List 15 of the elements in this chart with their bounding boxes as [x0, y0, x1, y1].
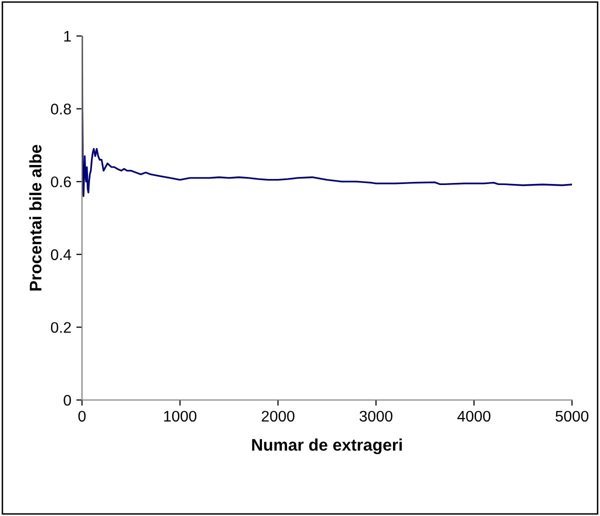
line-series [82, 36, 572, 197]
x-tick-label: 4000 [457, 410, 490, 422]
y-tick-label: 1 [64, 31, 71, 42]
y-tick-label: 0.2 [50, 322, 71, 333]
x-tick-label: 3000 [360, 410, 392, 422]
y-axis-title: Procentai bile albe [29, 144, 42, 291]
x-tick-label: 0 [78, 410, 86, 422]
y-tick-label: 0 [64, 394, 71, 406]
x-tick-label: 1000 [164, 410, 196, 422]
x-tick-label: 5000 [556, 410, 588, 422]
x-tick-label: 2000 [262, 410, 294, 422]
x-axis-title: Numar de extrageri [252, 438, 402, 454]
y-tick-label: 0.8 [50, 104, 71, 114]
y-tick-label: 0.6 [50, 176, 71, 188]
y-tick-label: 0.4 [50, 249, 72, 260]
